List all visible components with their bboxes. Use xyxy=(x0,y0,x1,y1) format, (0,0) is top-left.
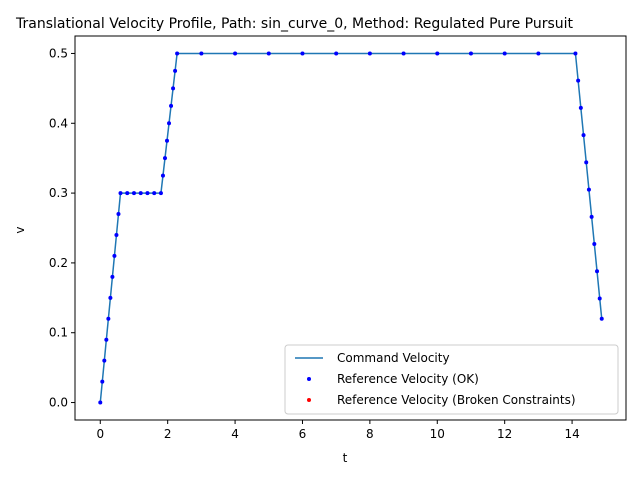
reference-velocity-point xyxy=(266,51,271,56)
reference-velocity-point xyxy=(199,51,204,56)
reference-velocity-point xyxy=(581,133,586,138)
y-tick-label: 0.5 xyxy=(49,46,68,60)
x-tick-label: 14 xyxy=(564,427,579,441)
reference-velocity-point xyxy=(584,160,589,165)
reference-velocity-point xyxy=(576,78,581,83)
y-tick-label: 0.1 xyxy=(49,326,68,340)
x-tick-label: 2 xyxy=(164,427,172,441)
reference-velocity-point xyxy=(112,253,117,258)
legend-point-swatch xyxy=(307,398,311,402)
reference-velocity-point xyxy=(599,316,604,321)
y-tick-label: 0.2 xyxy=(49,256,68,270)
x-tick-label: 8 xyxy=(366,427,374,441)
reference-velocity-point xyxy=(138,191,143,196)
reference-velocity-point xyxy=(98,400,103,405)
x-tick-label: 10 xyxy=(430,427,445,441)
reference-velocity-point xyxy=(110,274,115,279)
reference-velocity-point xyxy=(334,51,339,56)
reference-velocity-point xyxy=(152,191,157,196)
reference-velocity-point xyxy=(401,51,406,56)
reference-velocity-point xyxy=(106,316,111,321)
legend-label: Reference Velocity (Broken Constraints) xyxy=(337,393,576,407)
reference-velocity-point xyxy=(233,51,238,56)
x-tick-label: 4 xyxy=(231,427,239,441)
legend-box xyxy=(284,344,619,415)
legend-label: Reference Velocity (OK) xyxy=(337,372,479,386)
reference-velocity-point xyxy=(158,191,163,196)
reference-velocity-point xyxy=(468,51,473,56)
reference-velocity-point xyxy=(116,212,121,217)
reference-velocity-point xyxy=(175,51,180,56)
reference-velocity-point xyxy=(165,138,169,143)
plot-frame xyxy=(74,35,627,421)
reference-velocity-point xyxy=(586,187,591,192)
reference-velocity-point xyxy=(100,379,105,384)
reference-velocity-point xyxy=(592,242,597,247)
reference-velocity-point xyxy=(108,295,113,300)
chart-title: Translational Velocity Profile, Path: si… xyxy=(15,16,574,32)
reference-velocity-point xyxy=(145,191,150,196)
reference-velocity-point xyxy=(160,173,165,178)
y-tick-label: 0.3 xyxy=(49,186,68,200)
x-axis-ticks: 0 2 4 6 8 10 12 14 xyxy=(96,420,580,441)
reference-velocity-point xyxy=(597,296,602,301)
x-axis-label: t xyxy=(343,451,348,465)
x-tick-label: 6 xyxy=(299,427,307,441)
y-tick-label: 0.0 xyxy=(49,396,68,410)
reference-velocity-point xyxy=(162,156,167,161)
legend: Command Velocity Reference Velocity (OK) R… xyxy=(284,344,619,415)
reference-velocity-point xyxy=(104,337,109,342)
legend-label: Command Velocity xyxy=(337,351,450,365)
y-axis-ticks: 0.0 0.1 0.2 0.3 0.4 0.5 xyxy=(49,46,75,410)
reference-velocity-point xyxy=(573,51,578,56)
x-tick-label: 0 xyxy=(96,427,104,441)
legend-point-swatch xyxy=(307,377,311,381)
reference-velocity-point xyxy=(502,51,507,56)
reference-velocity-point xyxy=(131,191,136,196)
reference-velocity-point xyxy=(167,121,172,126)
reference-velocity-point xyxy=(173,68,178,73)
reference-velocity-point xyxy=(114,232,119,237)
reference-velocity-point xyxy=(578,105,583,110)
reference-velocity-point xyxy=(125,191,130,196)
reference-velocity-point xyxy=(171,86,176,91)
reference-velocity-point xyxy=(367,51,372,56)
reference-velocity-point xyxy=(595,269,600,274)
y-tick-label: 0.4 xyxy=(49,116,68,130)
reference-velocity-point xyxy=(589,214,594,219)
series-layer xyxy=(98,51,604,405)
reference-velocity-point xyxy=(536,51,541,56)
reference-velocity-point xyxy=(300,51,305,56)
y-axis-label: v xyxy=(13,226,27,233)
x-tick-label: 12 xyxy=(497,427,512,441)
reference-velocity-point xyxy=(118,191,123,196)
reference-velocity-point xyxy=(102,358,107,363)
reference-velocity-point xyxy=(435,51,440,56)
reference-velocity-point xyxy=(169,103,174,108)
